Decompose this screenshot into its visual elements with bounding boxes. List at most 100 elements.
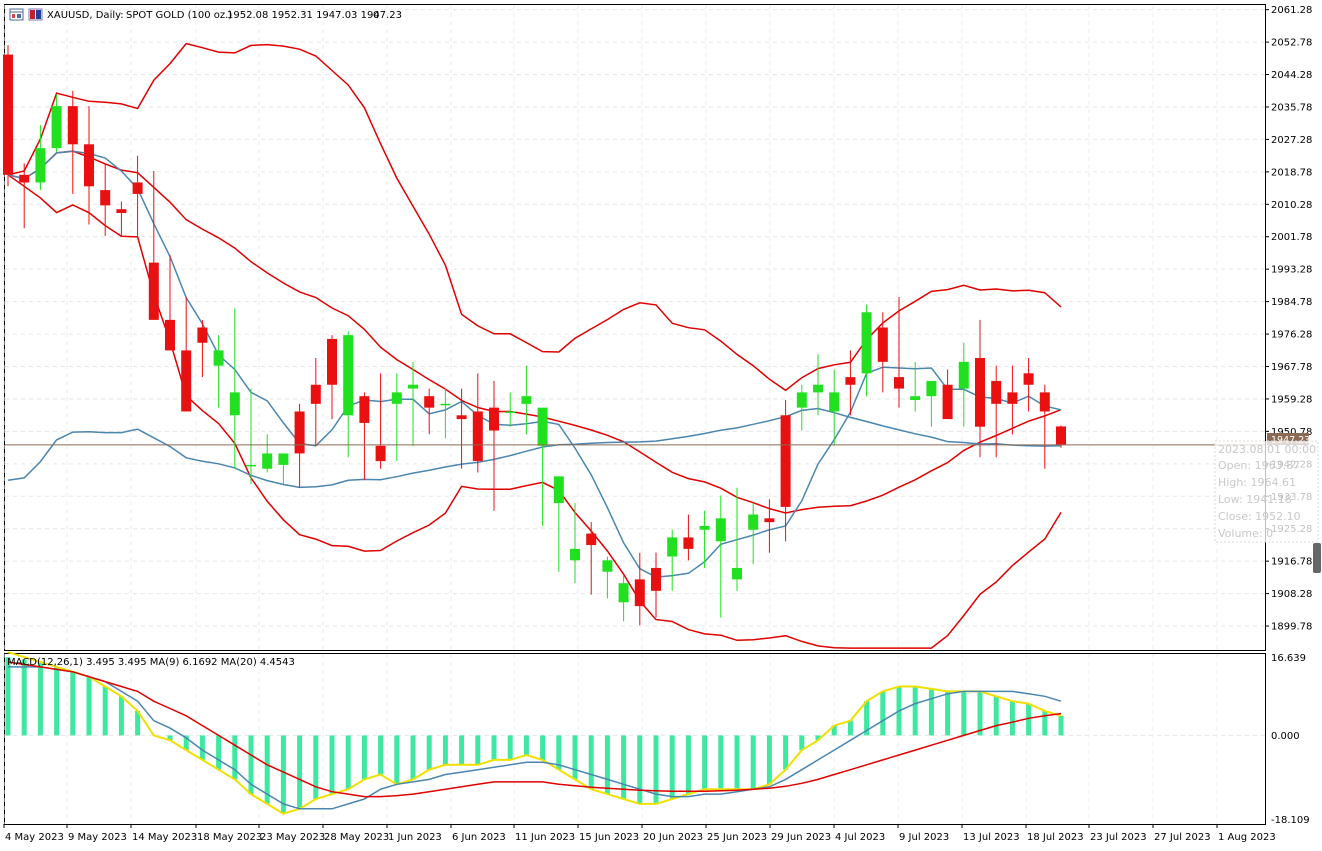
candle-body — [197, 327, 208, 343]
tooltip-low: Low: 1941.18 — [1218, 493, 1292, 506]
candle-body — [910, 396, 921, 401]
candle[interactable] — [456, 388, 467, 469]
candle[interactable] — [229, 308, 240, 469]
candle[interactable] — [602, 556, 613, 599]
candle[interactable] — [732, 487, 742, 591]
candle[interactable] — [246, 388, 256, 484]
macd-bar — [702, 735, 708, 790]
candle[interactable] — [910, 361, 921, 412]
candle[interactable] — [19, 163, 30, 229]
candle[interactable] — [764, 499, 775, 553]
macd-bar — [491, 735, 497, 760]
macd-line — [7, 651, 1062, 815]
candle[interactable] — [262, 434, 273, 473]
candle[interactable] — [958, 342, 969, 427]
candle[interactable] — [1056, 425, 1066, 448]
candle[interactable] — [489, 380, 499, 511]
candle[interactable] — [521, 365, 532, 435]
candle[interactable] — [1007, 365, 1018, 435]
macd-lines — [7, 651, 1062, 815]
candles — [3, 45, 1066, 626]
candle[interactable] — [84, 106, 94, 225]
candle[interactable] — [748, 503, 759, 565]
macd-bar — [102, 686, 108, 736]
price-tick-label: 1950.78 — [1271, 427, 1312, 438]
candle[interactable] — [829, 369, 840, 446]
candle[interactable] — [213, 335, 224, 408]
candle[interactable] — [877, 312, 888, 393]
candle[interactable] — [343, 331, 354, 458]
candle[interactable] — [861, 304, 872, 397]
candle-body — [165, 319, 175, 351]
macd-bar — [442, 735, 448, 765]
candle[interactable] — [100, 163, 111, 236]
candle-body — [246, 464, 256, 467]
candle[interactable] — [51, 94, 62, 152]
macd-bar — [783, 735, 789, 770]
candle[interactable] — [67, 90, 78, 194]
candle[interactable] — [537, 407, 548, 526]
candle[interactable] — [375, 373, 386, 469]
candle[interactable] — [618, 575, 629, 622]
candle[interactable] — [359, 392, 370, 481]
tooltip-close: Close: 1952.10 — [1218, 510, 1301, 523]
candle[interactable] — [683, 514, 694, 561]
macd-bar — [912, 686, 918, 736]
candle[interactable] — [278, 453, 289, 484]
chart-window-icon[interactable] — [9, 8, 24, 21]
price-tick-label: 2010.28 — [1271, 200, 1312, 211]
candle[interactable] — [424, 388, 435, 435]
candle-body — [359, 396, 370, 423]
candle[interactable] — [391, 373, 402, 462]
candle[interactable] — [651, 552, 661, 618]
candle[interactable] — [634, 552, 645, 626]
candle[interactable] — [991, 365, 1002, 458]
candle-body — [100, 190, 111, 206]
candle-body — [440, 403, 451, 406]
candle[interactable] — [975, 319, 985, 458]
candle[interactable] — [505, 392, 516, 427]
candle[interactable] — [116, 201, 127, 236]
candle[interactable] — [294, 403, 305, 488]
macd-bar — [766, 735, 772, 785]
candle-body — [602, 560, 613, 572]
macd-panel[interactable] — [4, 653, 1266, 825]
candle[interactable] — [181, 296, 192, 412]
candle[interactable] — [310, 358, 321, 446]
candle[interactable] — [796, 384, 807, 431]
candle[interactable] — [942, 369, 953, 420]
candle[interactable] — [35, 125, 46, 191]
candle[interactable] — [3, 45, 13, 187]
candle[interactable] — [780, 400, 791, 542]
macd-bar — [86, 676, 92, 736]
candle[interactable] — [148, 171, 159, 320]
candle[interactable] — [699, 510, 710, 568]
candle[interactable] — [1039, 384, 1050, 469]
macd-bar — [54, 666, 60, 736]
candle[interactable] — [715, 495, 726, 618]
macd-bar — [21, 659, 27, 736]
candle[interactable] — [813, 354, 823, 416]
date-tick-label: 23 May 2023 — [260, 832, 325, 843]
macd-bar — [232, 735, 238, 780]
macd-bar — [475, 735, 481, 765]
candle[interactable] — [926, 380, 937, 427]
scroll-handle[interactable] — [1313, 543, 1321, 573]
candle[interactable] — [1023, 358, 1034, 412]
macd-bar — [734, 735, 740, 790]
candle[interactable] — [472, 373, 483, 473]
candle[interactable] — [553, 476, 564, 572]
candle[interactable] — [327, 335, 337, 420]
candle[interactable] — [667, 529, 678, 591]
candle[interactable] — [845, 350, 856, 416]
candle[interactable] — [408, 361, 418, 446]
candle[interactable] — [165, 254, 175, 351]
candle[interactable] — [570, 503, 580, 584]
candle[interactable] — [132, 155, 143, 236]
candle-body — [278, 453, 289, 465]
candle[interactable] — [586, 522, 597, 595]
candle[interactable] — [894, 296, 904, 408]
candle[interactable] — [197, 319, 208, 378]
candle[interactable] — [440, 388, 451, 439]
